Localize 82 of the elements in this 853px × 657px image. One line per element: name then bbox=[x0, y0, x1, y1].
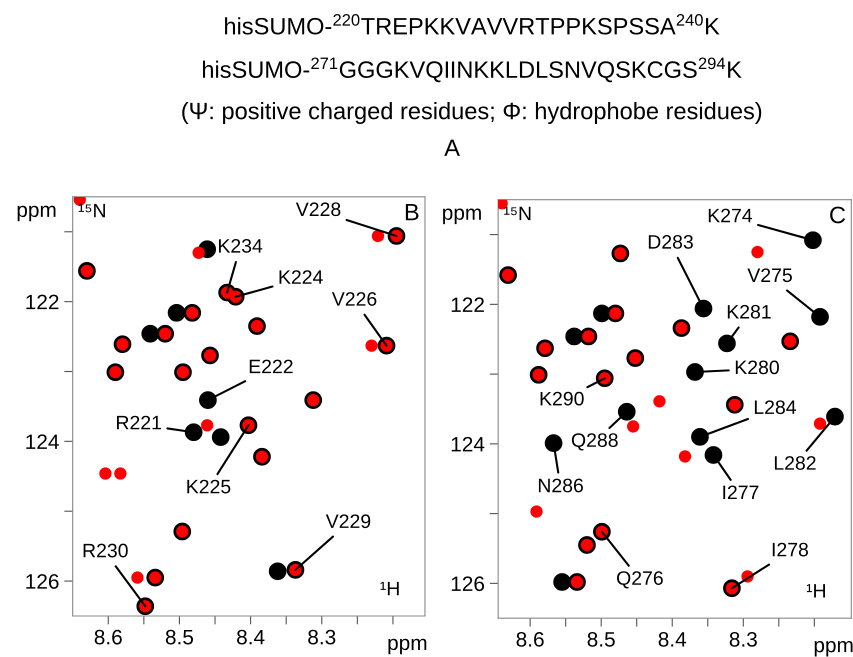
point bbox=[199, 391, 217, 409]
point bbox=[184, 423, 203, 442]
point bbox=[804, 231, 822, 250]
y-axis-title: ppm bbox=[18, 206, 56, 222]
x-tick-label: 8.4 bbox=[237, 630, 264, 644]
annotation: K225 bbox=[187, 480, 230, 494]
y-tick-label: 124 bbox=[26, 434, 59, 449]
point bbox=[212, 428, 230, 446]
point bbox=[826, 408, 844, 426]
point bbox=[141, 324, 160, 343]
x-tick-label: 8.4 bbox=[658, 632, 686, 647]
annotation: R221 bbox=[117, 416, 161, 430]
annotation: E222 bbox=[250, 360, 293, 374]
y-tick-label: 126 bbox=[26, 574, 59, 589]
text: A bbox=[444, 140, 460, 156]
text: hisSUMO-$^{271}$GGGKVQIINKKLDLSNVQSKCGS$^{294}$K bbox=[203, 57, 742, 82]
y-tick-label: 124 bbox=[452, 436, 484, 452]
annotation: V275 bbox=[747, 268, 792, 282]
annotation: N286 bbox=[538, 478, 583, 492]
text: hisSUMO-$^{220}$TREPKKVAVVRTPPKSPSSA$^{240}$K bbox=[225, 14, 720, 35]
annotation: V229 bbox=[326, 514, 370, 528]
point bbox=[626, 420, 640, 433]
point bbox=[593, 304, 611, 322]
text: (Ψ: positive charged residues; Φ: hydrophobe residues) bbox=[182, 102, 762, 124]
point bbox=[544, 434, 562, 452]
x-tick-label: 8.5 bbox=[166, 630, 194, 644]
y-tick-label: 126 bbox=[452, 576, 484, 592]
point bbox=[814, 417, 826, 430]
annotation: V228 bbox=[296, 202, 340, 216]
point bbox=[553, 573, 571, 591]
x-tick-label: 8.6 bbox=[516, 632, 544, 647]
point bbox=[653, 395, 666, 408]
chart-title: B bbox=[406, 204, 418, 220]
annotation: K274 bbox=[708, 208, 752, 222]
point bbox=[678, 450, 692, 463]
x-axis-title: ppm bbox=[814, 640, 853, 656]
annotation: ¹⁵N bbox=[78, 204, 105, 218]
point bbox=[99, 467, 112, 480]
point bbox=[365, 339, 378, 352]
annotation: ¹H bbox=[806, 584, 825, 598]
point bbox=[201, 419, 214, 432]
annotation: I278 bbox=[772, 542, 808, 556]
point bbox=[691, 428, 709, 446]
point bbox=[811, 308, 829, 326]
annotation: V226 bbox=[332, 292, 376, 306]
annotation: L282 bbox=[774, 456, 816, 470]
annotation: ¹⁵N bbox=[504, 206, 530, 220]
x-tick-label: 8.6 bbox=[94, 630, 122, 644]
y-tick-label: 122 bbox=[26, 294, 58, 310]
chart-title: C bbox=[830, 206, 846, 224]
point bbox=[192, 246, 205, 259]
x-tick-label: 8.3 bbox=[308, 630, 336, 644]
annotation: D283 bbox=[648, 234, 693, 249]
annotation: ¹H bbox=[380, 582, 399, 596]
point bbox=[686, 363, 704, 381]
point bbox=[372, 230, 384, 242]
annotation: Q288 bbox=[572, 433, 618, 450]
annotation: K234 bbox=[219, 238, 262, 253]
point bbox=[718, 334, 736, 352]
point bbox=[565, 328, 584, 346]
annotation: K280 bbox=[736, 360, 779, 374]
y-tick-label: 122 bbox=[452, 297, 484, 312]
annotation: L284 bbox=[754, 400, 796, 414]
annotation: K224 bbox=[280, 270, 323, 284]
point bbox=[268, 562, 286, 580]
annotation: R230 bbox=[84, 544, 128, 558]
point bbox=[694, 300, 712, 318]
x-axis-title: ppm bbox=[388, 638, 426, 654]
point bbox=[530, 505, 543, 518]
point bbox=[751, 246, 764, 258]
point bbox=[168, 304, 186, 322]
point bbox=[114, 467, 127, 480]
x-tick-label: 8.5 bbox=[588, 632, 615, 647]
annotation: I277 bbox=[723, 485, 758, 500]
y-axis-title: ppm bbox=[443, 208, 481, 224]
point bbox=[704, 446, 722, 464]
annotation: K281 bbox=[728, 304, 771, 319]
point bbox=[618, 402, 636, 421]
annotation: K290 bbox=[540, 392, 584, 406]
point bbox=[131, 571, 144, 584]
annotation: Q276 bbox=[617, 571, 663, 588]
x-tick-label: 8.3 bbox=[730, 632, 757, 647]
